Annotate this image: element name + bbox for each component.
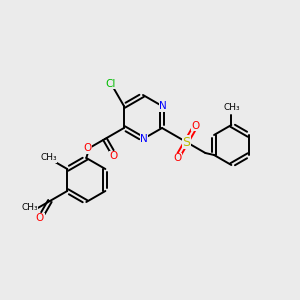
Text: CH₃: CH₃ bbox=[40, 154, 57, 163]
Text: CH₃: CH₃ bbox=[223, 103, 240, 112]
Text: O: O bbox=[173, 153, 182, 163]
Text: S: S bbox=[182, 136, 190, 148]
Text: O: O bbox=[191, 121, 200, 131]
Text: N: N bbox=[159, 101, 167, 111]
Text: O: O bbox=[110, 151, 118, 161]
Text: O: O bbox=[83, 143, 92, 153]
Text: Cl: Cl bbox=[106, 79, 116, 89]
Text: CH₃: CH₃ bbox=[21, 203, 38, 212]
Text: O: O bbox=[36, 213, 44, 223]
Text: N: N bbox=[140, 134, 148, 144]
